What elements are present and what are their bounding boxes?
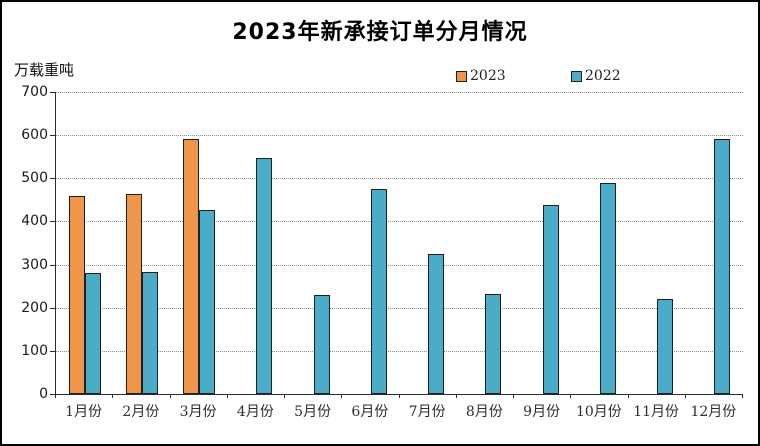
- x-tick-mark-7: [455, 394, 457, 398]
- y-tick-mark-200: [50, 307, 55, 309]
- bar-2022-m7: [428, 253, 445, 394]
- x-tick-mark-2: [169, 394, 171, 398]
- bar-2022-m4: [256, 158, 273, 394]
- x-tick-mark-9: [570, 394, 572, 398]
- x-axis-label-m5: 5月份: [294, 404, 332, 420]
- x-axis-label-m8: 8月份: [465, 404, 503, 420]
- legend-swatch-2022: [571, 70, 582, 82]
- bar-2023-m2: [125, 194, 142, 394]
- bar-2022-m2: [141, 272, 158, 394]
- x-tick-mark-12: [742, 394, 743, 398]
- x-axis-label-m12: 12月份: [690, 404, 737, 420]
- bar-2022-m9: [542, 204, 559, 394]
- plot-area: [55, 92, 743, 395]
- x-tick-mark-0: [55, 394, 56, 398]
- x-axis-label-m1: 1月份: [65, 404, 103, 420]
- y-tick-label-100: 100: [21, 342, 48, 359]
- y-tick-mark-0: [50, 394, 55, 395]
- x-axis-label-m3: 3月份: [179, 404, 217, 420]
- y-tick-mark-100: [50, 350, 55, 352]
- y-tick-label-700: 700: [21, 84, 48, 100]
- legend-swatch-2023: [456, 70, 467, 82]
- y-tick-mark-400: [50, 221, 55, 223]
- gridline-400: [56, 221, 743, 223]
- x-tick-mark-4: [284, 394, 285, 398]
- legend-item-2022: 2022: [571, 68, 621, 84]
- bar-2023-m1: [68, 195, 85, 394]
- gridline-600: [56, 135, 743, 137]
- y-tick-mark-700: [50, 92, 55, 93]
- gridline-200: [56, 307, 743, 309]
- bar-2022-m10: [599, 182, 616, 394]
- y-tick-mark-500: [50, 178, 55, 180]
- y-axis-unit-label: 万载重吨: [14, 61, 75, 79]
- y-tick-mark-300: [50, 264, 55, 266]
- gridline-100: [56, 350, 743, 352]
- bar-2022-m11: [657, 299, 674, 394]
- gridline-700: [56, 92, 743, 93]
- y-tick-label-500: 500: [21, 170, 48, 187]
- y-tick-label-400: 400: [21, 213, 48, 230]
- y-tick-label-300: 300: [21, 256, 48, 273]
- x-axis-label-m11: 11月份: [633, 404, 680, 420]
- x-axis-label-m6: 6月份: [351, 404, 389, 420]
- y-tick-label-0: 0: [39, 386, 48, 402]
- bar-2023-m3: [183, 138, 200, 394]
- bar-2022-m5: [313, 294, 330, 394]
- legend-label-2023: 2023: [470, 68, 506, 84]
- x-axis-label-m10: 10月份: [575, 404, 622, 420]
- gridline-300: [56, 264, 743, 266]
- legend-item-2023: 2023: [456, 68, 506, 84]
- x-tick-mark-6: [398, 394, 400, 398]
- x-tick-mark-3: [226, 394, 228, 398]
- chart-title: 2023年新承接订单分月情况: [232, 20, 528, 45]
- x-tick-mark-10: [627, 394, 629, 398]
- x-tick-mark-8: [513, 394, 514, 398]
- bar-2022-m6: [370, 188, 387, 394]
- x-tick-mark-11: [684, 394, 686, 398]
- bar-2022-m8: [485, 293, 502, 394]
- x-tick-mark-1: [112, 394, 114, 398]
- y-tick-label-200: 200: [21, 299, 48, 316]
- x-axis-label-m9: 9月份: [523, 404, 561, 420]
- x-axis-label-m2: 2月份: [122, 404, 160, 420]
- y-tick-label-600: 600: [21, 127, 48, 144]
- bar-2022-m1: [84, 273, 101, 394]
- gridline-500: [56, 178, 743, 180]
- x-axis-label-m4: 4月份: [236, 404, 274, 420]
- x-axis-label-m7: 7月份: [408, 404, 446, 420]
- y-tick-mark-600: [50, 135, 55, 137]
- x-tick-mark-5: [341, 394, 343, 398]
- bar-2022-m3: [199, 210, 216, 394]
- legend-label-2022: 2022: [585, 68, 621, 84]
- bar-2022-m12: [714, 139, 731, 394]
